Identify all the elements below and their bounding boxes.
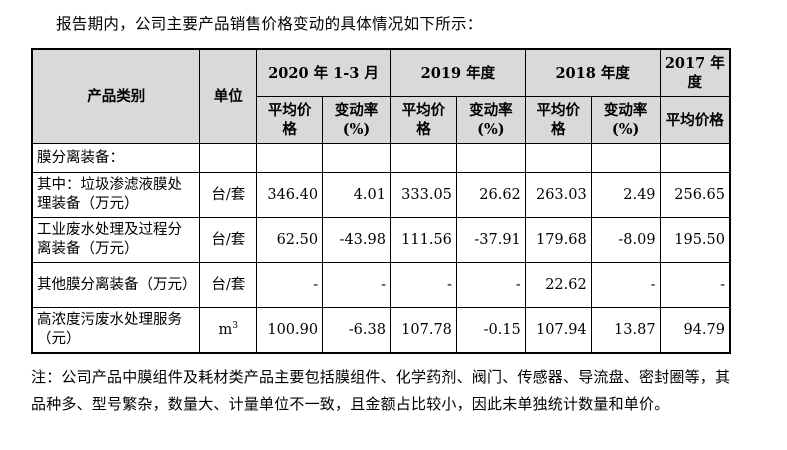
header-period-2017: 2017 年度 [659,48,731,97]
table-cell: - [256,262,324,308]
header-category: 产品类别 [31,48,201,144]
table-cell: 2.49 [590,172,661,218]
row-unit: 台/套 [199,262,258,308]
table-cell: 346.40 [256,172,324,218]
table-row: 其中：垃圾渗滤液膜处理装备（万元） 台/套 346.40 4.01 333.05… [31,172,731,218]
table-cell-empty [659,143,731,173]
table-cell: 4.01 [322,172,391,218]
unit-superscript: 3 [232,320,239,331]
table-cell: -43.98 [322,217,391,263]
table-cell: 256.65 [659,172,731,218]
table-cell-empty [524,143,592,173]
subheader-change: 变动率(%) [322,96,391,144]
table-row: 其他膜分离装备（万元） 台/套 - - - - 22.62 - - [31,262,731,308]
table-cell: 179.68 [524,217,592,263]
intro-text: 报告期内，公司主要产品销售价格变动的具体情况如下所示： [56,15,483,33]
table-cell: -6.38 [322,307,391,354]
table-cell-empty [389,143,457,173]
table-cell: 107.94 [524,307,592,354]
subheader-change: 变动率(%) [590,96,661,144]
table-cell: 100.90 [256,307,324,354]
table-cell-empty [590,143,661,173]
table-cell: - [659,262,731,308]
table-cell-empty [322,143,391,173]
table-cell: -37.91 [455,217,526,263]
table-cell: - [455,262,526,308]
table-row: 高浓度污废水处理服务（元） m3 100.90 -6.38 107.78 -0.… [31,307,731,354]
table-cell-empty [455,143,526,173]
table-cell: 111.56 [389,217,457,263]
table-cell: - [590,262,661,308]
table-cell: 94.79 [659,307,731,354]
unit-base: m [218,321,233,338]
table-cell-empty [256,143,324,173]
table-cell: -8.09 [590,217,661,263]
table-cell: 22.62 [524,262,592,308]
price-change-table: 产品类别 单位 2020 年 1-3 月 2019 年度 2018 年度 201… [31,48,731,354]
table-cell: 62.50 [256,217,324,263]
subheader-price: 平均价格 [659,96,731,144]
table-cell: - [322,262,391,308]
row-unit: m3 [199,307,258,354]
header-period-2019: 2019 年度 [389,48,526,97]
footnote: 注：公司产品中膜组件及耗材类产品主要包括膜组件、化学药剂、阀门、传感器、导流盘、… [31,368,731,413]
row-category: 工业废水处理及过程分离装备（万元） [31,217,201,263]
table-row-section: 膜分离装备： [31,143,731,173]
header-unit: 单位 [199,48,258,144]
table-cell-empty [199,143,258,173]
subheader-price: 平均价格 [524,96,592,144]
table-cell: 13.87 [590,307,661,354]
header-period-2020q1: 2020 年 1-3 月 [256,48,391,97]
row-category: 其中：垃圾渗滤液膜处理装备（万元） [31,172,201,218]
table-row: 工业废水处理及过程分离装备（万元） 台/套 62.50 -43.98 111.5… [31,217,731,263]
table-cell: 107.78 [389,307,457,354]
header-period-2018: 2018 年度 [524,48,661,97]
subheader-price: 平均价格 [256,96,324,144]
table-cell: -0.15 [455,307,526,354]
section-label: 膜分离装备： [31,143,201,173]
table-cell: 263.03 [524,172,592,218]
table-cell: 195.50 [659,217,731,263]
table-cell: 26.62 [455,172,526,218]
row-category: 高浓度污废水处理服务（元） [31,307,201,354]
table-cell: - [389,262,457,308]
table-cell: 333.05 [389,172,457,218]
row-unit: 台/套 [199,217,258,263]
row-category: 其他膜分离装备（万元） [31,262,201,308]
subheader-change: 变动率(%) [455,96,526,144]
row-unit: 台/套 [199,172,258,218]
subheader-price: 平均价格 [389,96,457,144]
